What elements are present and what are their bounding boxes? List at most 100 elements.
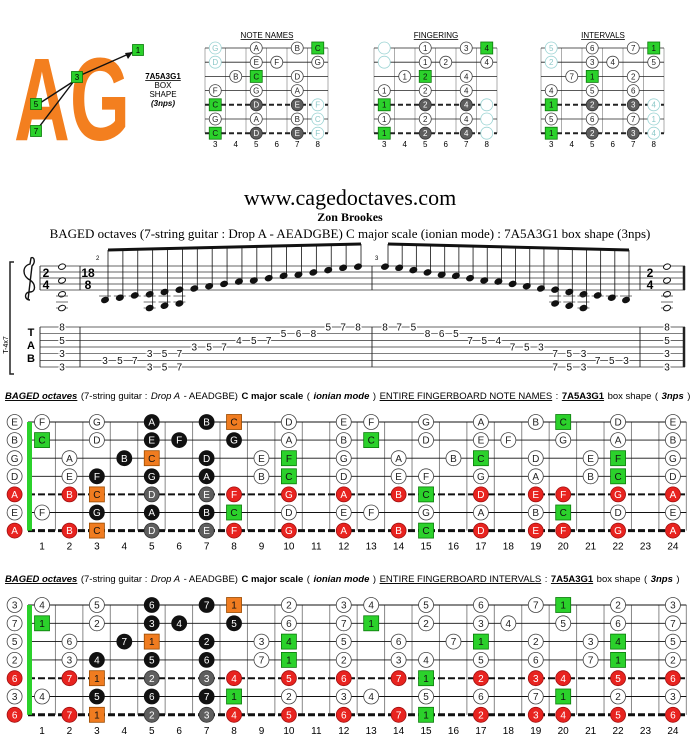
- tab-fret: 3: [623, 356, 629, 367]
- note-label: D: [532, 454, 539, 465]
- tab-fret: 7: [510, 343, 516, 354]
- note-square: [585, 70, 599, 83]
- note-circle: [34, 414, 50, 430]
- note-circle: [418, 688, 434, 705]
- note-label: 5: [341, 637, 347, 648]
- note-label: 5: [590, 86, 595, 95]
- note-circle: [473, 468, 489, 485]
- note-circle: [555, 486, 572, 503]
- note-label: G: [93, 418, 101, 429]
- note-label: 2: [149, 674, 155, 685]
- tab-fret: 3: [664, 349, 670, 360]
- tab-fret: 5: [453, 329, 459, 340]
- note-label: 6: [12, 674, 18, 685]
- note-label: 5: [149, 656, 155, 667]
- title-part: (7-string guitar :: [81, 574, 148, 585]
- note-square: [226, 597, 242, 613]
- note-label: 2: [670, 656, 676, 667]
- note-circle: [665, 706, 681, 723]
- note-label: 3: [67, 656, 73, 667]
- note-circle: [6, 414, 23, 430]
- title-part: ): [373, 574, 376, 585]
- note-label: 4: [464, 115, 469, 124]
- note-label: C: [38, 436, 45, 447]
- note-circle: [606, 55, 620, 69]
- fret-number: 15: [420, 542, 432, 553]
- title-part: ): [687, 391, 690, 402]
- note-label: 4: [652, 101, 657, 110]
- title-part: ENTIRE FINGERBOARD INTERVALS: [380, 574, 542, 585]
- note-label: 1: [368, 619, 374, 630]
- note-label: 3: [12, 601, 18, 612]
- note-label: 5: [615, 710, 621, 721]
- note-circle: [253, 468, 270, 485]
- fret-number: 1: [39, 726, 45, 737]
- note-label: F: [315, 129, 320, 138]
- tab-fret: 8: [425, 329, 431, 340]
- tab-fret: 3: [664, 363, 670, 374]
- note-label: 1: [231, 601, 237, 612]
- note-square: [544, 98, 558, 112]
- fret-number: 4: [122, 726, 128, 737]
- diagram-fret-number: 7: [464, 140, 469, 149]
- note-label: 2: [286, 601, 292, 612]
- note-circle: [198, 706, 215, 723]
- note-label: G: [614, 490, 622, 501]
- note-circle: [544, 55, 558, 69]
- note-label: 4: [39, 692, 45, 703]
- tab-fret: 3: [581, 349, 587, 360]
- fret-number: 12: [338, 542, 350, 553]
- tab-fret: 5: [281, 329, 287, 340]
- fret-number: 17: [475, 542, 487, 553]
- title-part: ): [373, 391, 376, 402]
- note-circle: [270, 55, 284, 69]
- diagram-fret-number: 6: [444, 140, 449, 149]
- note-label: A: [254, 115, 260, 124]
- note-square: [226, 688, 242, 705]
- note-circle: [280, 688, 297, 705]
- note-circle: [390, 633, 407, 650]
- note-label: 1: [382, 101, 387, 110]
- beam: [387, 242, 630, 252]
- fret-number: 20: [558, 726, 570, 737]
- note-label: 2: [341, 656, 347, 667]
- note-label: 6: [396, 637, 402, 648]
- note-label: 4: [560, 674, 566, 685]
- title-part: (: [307, 574, 311, 585]
- note-label: 1: [231, 692, 237, 703]
- note-label: C: [212, 129, 218, 138]
- note-label: 1: [423, 44, 428, 53]
- diagram-title: NOTE NAMES: [241, 31, 294, 40]
- note-circle: [626, 126, 640, 140]
- note-label: 7: [341, 619, 347, 630]
- note-label: F: [39, 508, 45, 519]
- note-circle: [290, 41, 304, 55]
- note-label: D: [477, 490, 484, 501]
- note-circle: [249, 126, 263, 140]
- note-label: D: [614, 508, 621, 519]
- note-circle: [363, 597, 380, 613]
- author: Zon Brookes: [317, 210, 383, 224]
- fret-number: 7: [204, 726, 210, 737]
- note-circle: [88, 597, 105, 613]
- note-square: [280, 468, 297, 485]
- note-circle: [280, 504, 297, 521]
- diagram-fret-number: 4: [570, 140, 575, 149]
- note-circle: [585, 126, 599, 140]
- tab-fret: 8: [382, 323, 388, 334]
- note-label: G: [11, 454, 19, 465]
- note-label: 2: [286, 692, 292, 703]
- note-label: 4: [506, 619, 512, 630]
- note-circle: [585, 112, 599, 126]
- note-circle: [280, 522, 297, 539]
- note-label: E: [148, 436, 155, 447]
- note-label: B: [121, 454, 128, 465]
- fret-number: 17: [475, 726, 487, 737]
- note-circle: [665, 450, 681, 467]
- note-label: 4: [615, 637, 621, 648]
- title-part: 7A5A3G1: [551, 574, 594, 585]
- note-label: F: [94, 472, 100, 483]
- note-label: G: [315, 58, 321, 67]
- tab-fret: 7: [177, 349, 183, 360]
- note-circle: [280, 706, 297, 723]
